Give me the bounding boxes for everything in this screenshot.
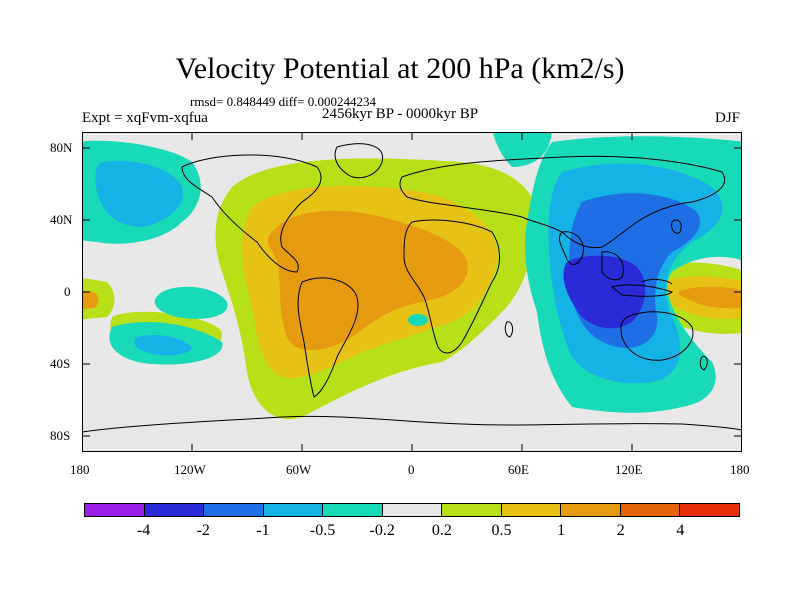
colorbar-tick-label: 0.2 <box>431 522 452 539</box>
colorbar-tick-label: 2 <box>616 522 625 539</box>
colorbar-swatch <box>561 504 621 516</box>
colorbar-tick-label: 0.5 <box>491 522 512 539</box>
colorbar-swatch <box>382 504 443 516</box>
colorbar-swatch <box>680 504 740 516</box>
colorbar-swatch <box>144 504 205 516</box>
season-label: DJF <box>714 110 740 126</box>
colorbar-tick-label: -4 <box>136 522 151 539</box>
colorbar-swatch <box>85 504 145 516</box>
inner-ticks <box>82 132 742 452</box>
colorbar-swatch <box>263 504 324 516</box>
stats-line: rmsd= 0.848449 diff= 0.000244234 <box>190 94 376 109</box>
colorbar-swatch <box>620 504 681 516</box>
map-frame <box>82 132 742 452</box>
colorbar-tick-label: -0.2 <box>369 522 395 539</box>
lon-tick-label: 120E <box>615 462 643 477</box>
lat-tick-label: 80N <box>50 140 73 155</box>
map-svg <box>82 132 742 452</box>
lon-tick-label: 60E <box>508 462 529 477</box>
lat-tick-label: 0 <box>64 284 71 299</box>
lon-tick-label: 180 <box>730 462 750 477</box>
experiment-label: Expt = xqFvm-xqfua <box>82 110 208 126</box>
colorbar-swatch <box>323 504 383 516</box>
map-panel <box>82 132 742 452</box>
colorbar-swatch <box>501 504 562 516</box>
colorbar-tick-label: 1 <box>557 522 566 539</box>
subtitle: 2456kyr BP - 0000kyr BP <box>321 106 479 122</box>
lon-tick-label: 180 <box>70 462 90 477</box>
colorbar <box>84 503 740 517</box>
lon-tick-label: 120W <box>174 462 206 477</box>
chart-title: Velocity Potential at 200 hPa (km2/s) <box>175 52 625 85</box>
colorbar-tick-label: 4 <box>676 522 685 539</box>
lat-tick-label: 80S <box>50 428 71 443</box>
continent-outlines <box>82 143 742 433</box>
lat-tick-label: 40N <box>50 212 73 227</box>
lon-tick-label: 0 <box>408 462 415 477</box>
colorbar-swatch <box>204 504 264 516</box>
lon-tick-label: 60W <box>286 462 312 477</box>
colorbar-swatch <box>442 504 502 516</box>
colorbar-tick-label: -0.5 <box>309 522 336 539</box>
colorbar-tick-label: -2 <box>196 522 210 539</box>
lat-tick-label: 40S <box>50 356 71 371</box>
negative-anomaly-region <box>82 132 742 413</box>
colorbar-tick-label: -1 <box>256 522 270 539</box>
